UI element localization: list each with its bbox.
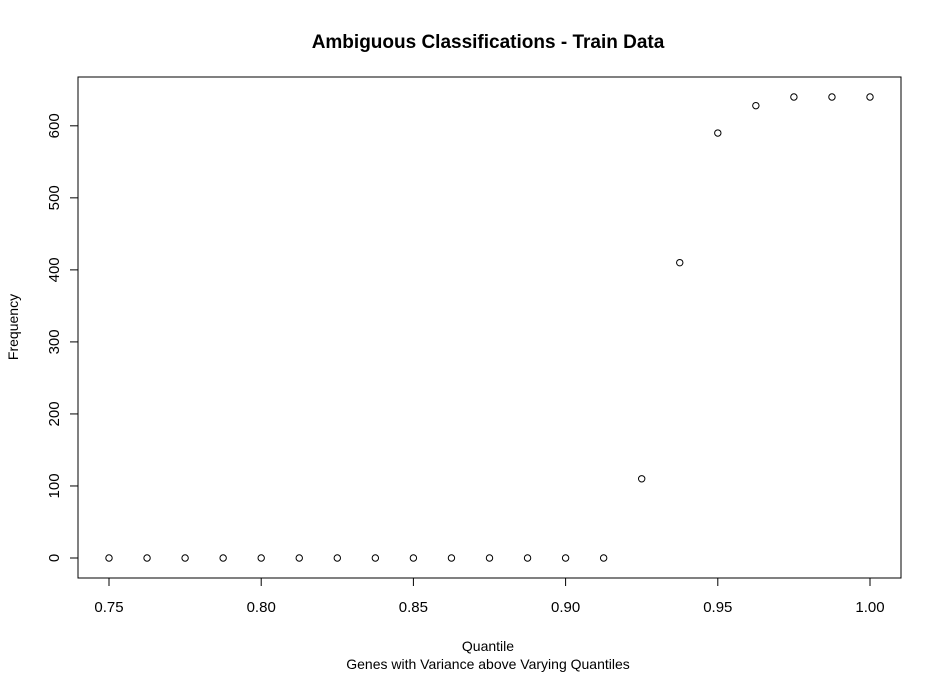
chart-title: Ambiguous Classifications - Train Data bbox=[312, 32, 665, 53]
data-point bbox=[485, 554, 494, 562]
x-tick-label: 0.95 bbox=[703, 599, 732, 616]
data-point bbox=[599, 554, 608, 562]
data-point bbox=[295, 554, 303, 562]
data-point bbox=[714, 129, 722, 137]
x-tick-label: 0.80 bbox=[247, 599, 276, 616]
data-point bbox=[523, 554, 532, 562]
data-point bbox=[752, 101, 760, 110]
y-tick-label: 300 bbox=[46, 329, 63, 354]
chart-subtitle: Genes with Variance above Varying Quanti… bbox=[346, 656, 630, 672]
x-axis: 0.75 0.80 0.85 0.90 0.95 1.00 bbox=[94, 577, 885, 616]
data-point bbox=[219, 554, 227, 562]
x-tick-label: 0.90 bbox=[551, 599, 580, 616]
data-point bbox=[676, 258, 684, 267]
data-point bbox=[371, 554, 380, 562]
x-axis-label: Quantile bbox=[462, 638, 514, 654]
data-point bbox=[333, 554, 341, 562]
y-tick-label: 0 bbox=[46, 554, 63, 562]
y-tick-label: 100 bbox=[46, 473, 63, 498]
x-tick-label: 0.85 bbox=[399, 599, 428, 616]
y-tick-label: 500 bbox=[46, 185, 63, 210]
x-tick-label: 0.75 bbox=[94, 599, 123, 616]
data-point bbox=[561, 554, 570, 562]
x-tick-label: 1.00 bbox=[855, 599, 884, 616]
plot-frame bbox=[77, 76, 902, 579]
y-tick-label: 400 bbox=[46, 257, 63, 282]
data-point bbox=[638, 475, 646, 483]
data-point bbox=[790, 93, 798, 101]
data-points bbox=[105, 93, 874, 562]
data-point bbox=[828, 93, 836, 101]
data-point bbox=[105, 554, 113, 562]
data-point bbox=[181, 554, 189, 562]
data-point bbox=[257, 554, 265, 562]
data-point bbox=[866, 93, 874, 101]
y-tick-label: 200 bbox=[46, 401, 63, 426]
data-point bbox=[409, 554, 418, 562]
y-axis-label: Frequency bbox=[5, 294, 21, 360]
data-point bbox=[143, 554, 151, 562]
y-axis: 0 100 200 300 400 500 600 bbox=[46, 113, 79, 562]
data-point bbox=[447, 554, 456, 562]
y-tick-label: 600 bbox=[46, 113, 63, 138]
